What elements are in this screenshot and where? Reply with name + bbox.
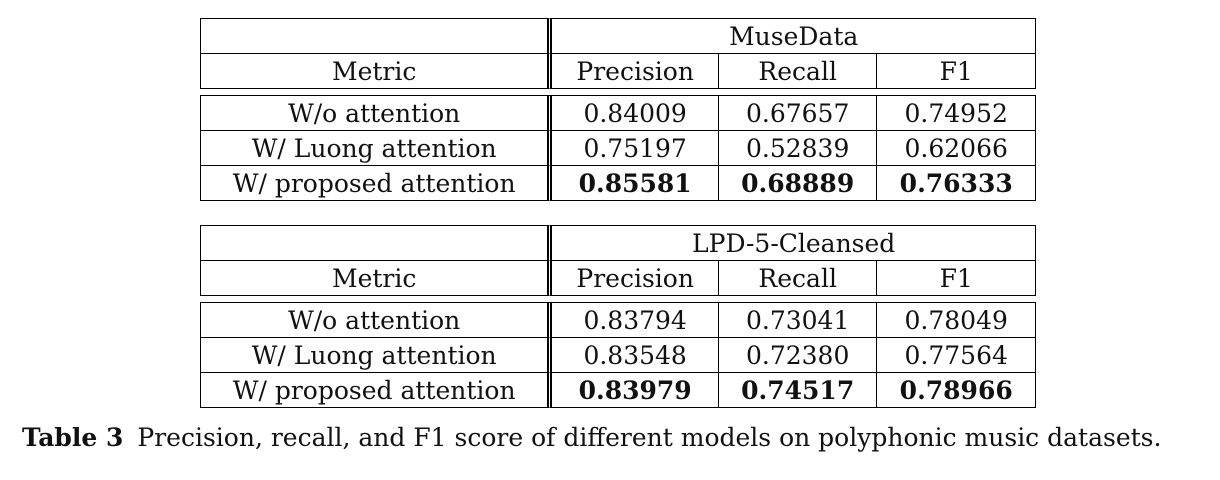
dataset-header-row: MuseData: [200, 18, 1036, 54]
column-header-recall: Recall: [718, 54, 878, 89]
recall-value: 0.68889: [718, 166, 878, 201]
column-header-precision: Precision: [552, 261, 719, 296]
f1-value: 0.78966: [877, 373, 1036, 408]
header-separator: [200, 296, 1036, 303]
precision-value: 0.83794: [552, 303, 719, 338]
precision-value: 0.84009: [552, 96, 719, 131]
column-header-row: Metric Precision Recall F1: [200, 261, 1036, 296]
f1-value: 0.62066: [877, 131, 1036, 166]
model-name: W/ Luong attention: [200, 338, 553, 373]
column-header-f1: F1: [877, 54, 1036, 89]
metric-header: Metric: [200, 261, 553, 296]
caption-text: Precision, recall, and F1 score of diffe…: [137, 423, 1162, 452]
recall-value: 0.73041: [718, 303, 878, 338]
column-header-row: Metric Precision Recall F1: [200, 54, 1036, 89]
model-name: W/ proposed attention: [200, 166, 553, 201]
dataset-header-row: LPD-5-Cleansed: [200, 225, 1036, 261]
precision-value: 0.83548: [552, 338, 719, 373]
recall-value: 0.72380: [718, 338, 878, 373]
f1-value: 0.78049: [877, 303, 1036, 338]
metric-header: Metric: [200, 54, 553, 89]
recall-value: 0.67657: [718, 96, 878, 131]
table-row: W/ Luong attention 0.75197 0.52839 0.620…: [200, 131, 1036, 166]
empty-header-cell: [200, 225, 553, 261]
results-table-lpd5: LPD-5-Cleansed Metric Precision Recall F…: [200, 225, 1036, 408]
table-caption: Table 3 Precision, recall, and F1 score o…: [22, 423, 1212, 452]
table-row: W/ proposed attention 0.85581 0.68889 0.…: [200, 166, 1036, 201]
caption-label: Table 3: [22, 423, 124, 452]
precision-value: 0.85581: [552, 166, 719, 201]
table-row: W/ Luong attention 0.83548 0.72380 0.775…: [200, 338, 1036, 373]
model-name: W/o attention: [200, 96, 553, 131]
results-table-musedata: MuseData Metric Precision Recall F1 W/o …: [200, 18, 1036, 201]
model-name: W/ Luong attention: [200, 131, 553, 166]
model-name: W/o attention: [200, 303, 553, 338]
f1-value: 0.74952: [877, 96, 1036, 131]
precision-value: 0.83979: [552, 373, 719, 408]
recall-value: 0.52839: [718, 131, 878, 166]
column-header-f1: F1: [877, 261, 1036, 296]
dataset-name: LPD-5-Cleansed: [552, 225, 1036, 261]
table-row: W/ proposed attention 0.83979 0.74517 0.…: [200, 373, 1036, 408]
column-header-recall: Recall: [718, 261, 878, 296]
f1-value: 0.77564: [877, 338, 1036, 373]
f1-value: 0.76333: [877, 166, 1036, 201]
table-row: W/o attention 0.84009 0.67657 0.74952: [200, 96, 1036, 131]
dataset-name: MuseData: [552, 18, 1036, 54]
recall-value: 0.74517: [718, 373, 878, 408]
model-name: W/ proposed attention: [200, 373, 553, 408]
column-header-precision: Precision: [552, 54, 719, 89]
empty-header-cell: [200, 18, 553, 54]
table-row: W/o attention 0.83794 0.73041 0.78049: [200, 303, 1036, 338]
precision-value: 0.75197: [552, 131, 719, 166]
header-separator: [200, 89, 1036, 96]
